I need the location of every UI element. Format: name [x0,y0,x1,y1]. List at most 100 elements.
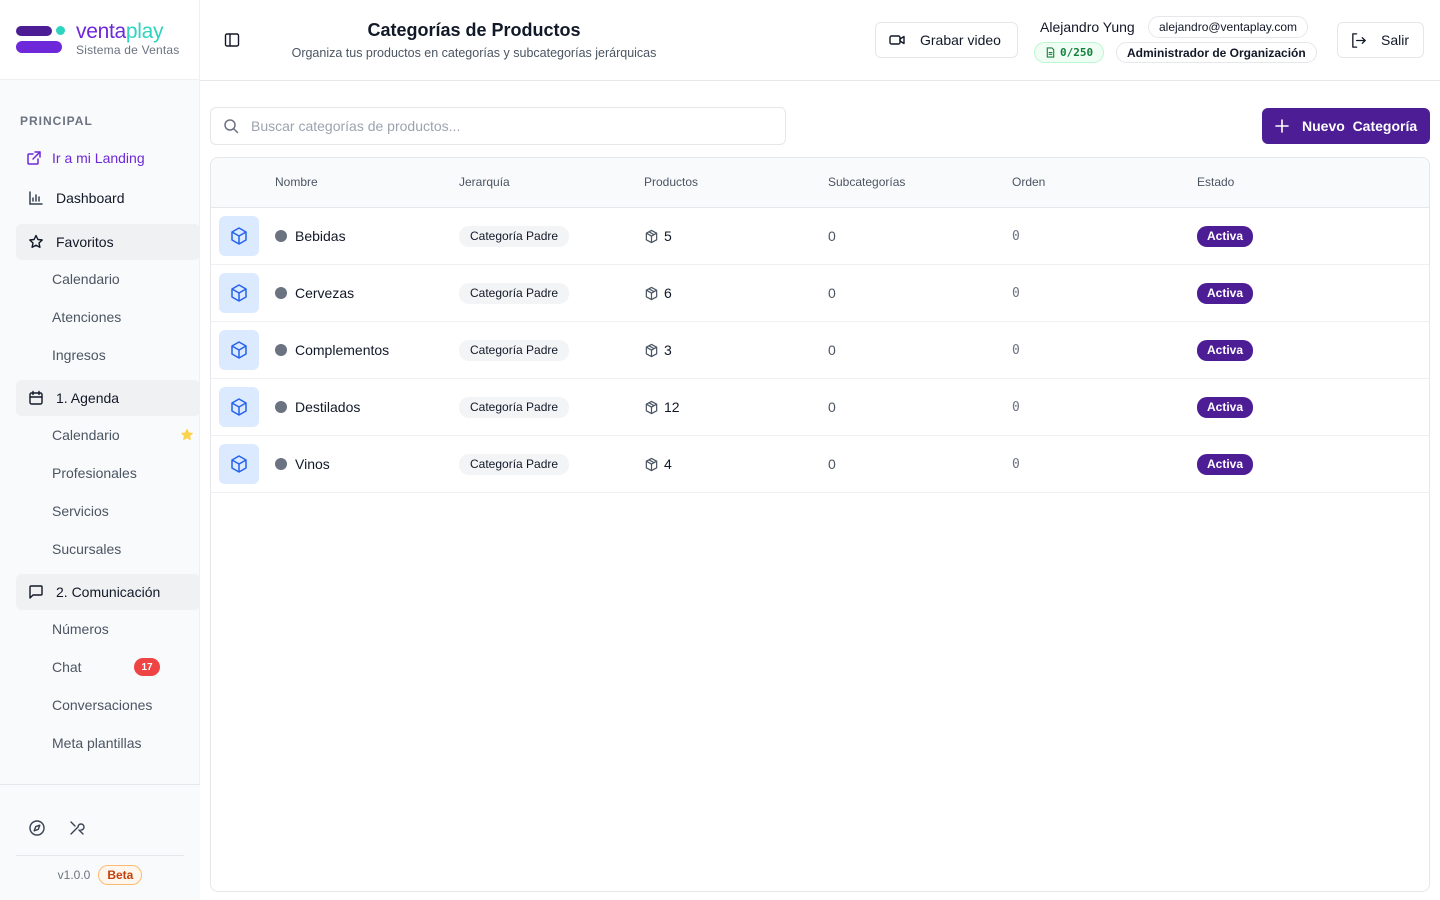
sidebar-group-favoritos[interactable]: Favoritos [16,224,200,260]
column-header-subcategorias[interactable]: Subcategorías [828,175,906,189]
sidebar-item-numeros[interactable]: Números [52,621,109,637]
column-header-nombre[interactable]: Nombre [275,175,318,189]
sidebar-group-label: 1. Agenda [56,390,120,406]
document-icon [1045,47,1056,58]
column-header-productos[interactable]: Productos [644,175,699,189]
subcategory-count: 0 [828,399,836,415]
box-icon [229,454,249,474]
order-value: 0 [1012,342,1020,358]
column-header-jerarquia[interactable]: Jerarquía [459,175,510,189]
category-icon [219,216,259,256]
search-field[interactable] [210,107,786,145]
chat-unread-badge: 17 [134,658,160,676]
hierarchy-badge: Categoría Padre [459,339,570,361]
tools-icon[interactable] [68,819,86,837]
sidebar-item-profesionales[interactable]: Profesionales [52,465,137,481]
page-title: Categorías de Productos [367,20,581,40]
package-icon [644,400,659,415]
sidebar-toggle-icon[interactable] [224,32,240,48]
category-name: Bebidas [295,228,346,244]
sidebar-item-fav-ingresos[interactable]: Ingresos [52,347,106,363]
category-name: Cervezas [295,285,355,301]
user-role-badge: Administrador de Organización [1116,42,1317,63]
sidebar-nav: PRINCIPAL Ir a mi Landing Dashboard Favo… [0,80,200,784]
record-video-button[interactable]: Grabar video [875,22,1018,58]
sidebar-group-comunicacion[interactable]: 2. Comunicación [16,574,200,610]
search-icon [223,118,239,134]
package-icon [644,286,659,301]
hierarchy-badge: Categoría Padre [459,453,570,475]
order-value: 0 [1012,285,1020,301]
categories-table: Nombre Jerarquía Productos Subcategorías… [210,157,1430,892]
sidebar-item-calendario[interactable]: Calendario [16,416,200,454]
hierarchy-badge: Categoría Padre [459,282,570,304]
sidebar-item-dashboard[interactable]: Dashboard [16,180,200,216]
user-email: alejandro@ventaplay.com [1148,16,1309,38]
sidebar-item-landing[interactable]: Ir a mi Landing [16,140,200,176]
status-badge: Activa [1197,396,1254,418]
sidebar-item-fav-atenciones[interactable]: Atenciones [52,309,122,325]
status-dot [275,287,287,299]
sidebar-item-servicios[interactable]: Servicios [52,503,109,519]
product-count: 12 [664,399,680,415]
table-body: Bebidas Categoría Padre 5 0 0 Activa Cer… [211,208,1429,493]
sidebar: ventaplay Sistema de Ventas PRINCIPAL Ir… [0,0,200,900]
subcategory-count: 0 [828,456,836,472]
column-header-estado[interactable]: Estado [1197,175,1235,189]
beta-badge: Beta [98,865,143,885]
package-icon [644,229,659,244]
order-value: 0 [1012,399,1020,415]
sidebar-item-meta-plantillas[interactable]: Meta plantillas [52,735,142,751]
sidebar-group-agenda[interactable]: 1. Agenda [16,380,200,416]
box-icon [229,226,249,246]
category-name: Complementos [295,342,390,358]
table-row[interactable]: Complementos Categoría Padre 3 0 0 Activ… [211,322,1429,379]
user-name: Alejandro Yung [1040,19,1135,35]
subcategory-count: 0 [828,342,836,358]
product-count: 6 [664,285,672,301]
package-icon [644,343,659,358]
logout-button[interactable]: Salir [1337,22,1424,58]
table-row[interactable]: Destilados Categoría Padre 12 0 0 Activa [211,379,1429,436]
logout-icon [1350,32,1367,49]
quota-badge: 0/250 [1034,42,1105,63]
status-dot [275,344,287,356]
sidebar-item-sucursales[interactable]: Sucursales [52,541,122,557]
sidebar-item-label: Ir a mi Landing [52,150,145,166]
box-icon [229,283,249,303]
favorite-star-icon[interactable] [180,428,194,442]
hierarchy-badge: Categoría Padre [459,396,570,418]
category-icon [219,444,259,484]
sidebar-item-fav-calendario[interactable]: Calendario [52,271,120,287]
sidebar-item-chat[interactable]: Chat 17 [16,648,200,686]
status-dot [275,230,287,242]
brand-name: ventaplay [76,20,164,43]
star-icon [28,234,44,250]
package-icon [644,457,659,472]
column-header-orden[interactable]: Orden [1012,175,1046,189]
status-badge: Activa [1197,339,1254,361]
compass-icon[interactable] [28,819,46,837]
search-input[interactable] [251,118,785,134]
calendar-icon [28,390,44,406]
table-row[interactable]: Vinos Categoría Padre 4 0 0 Activa [211,436,1429,493]
table-row[interactable]: Bebidas Categoría Padre 5 0 0 Activa [211,208,1429,265]
status-badge: Activa [1197,453,1254,475]
external-link-icon [26,150,42,166]
sidebar-item-conversaciones[interactable]: Conversaciones [52,697,153,713]
category-icon [219,273,259,313]
new-category-button[interactable]: Nuevo Categoría [1262,108,1430,144]
nav-section-label: PRINCIPAL [20,114,93,128]
category-icon [219,387,259,427]
brand-logo[interactable]: ventaplay Sistema de Ventas [0,0,199,80]
message-square-icon [28,584,44,600]
logo-icon [16,25,66,55]
category-name: Destilados [295,399,361,415]
video-camera-icon [888,31,906,49]
status-dot [275,401,287,413]
bar-chart-icon [28,190,44,206]
product-count: 3 [664,342,672,358]
status-badge: Activa [1197,225,1254,247]
table-row[interactable]: Cervezas Categoría Padre 6 0 0 Activa [211,265,1429,322]
subcategory-count: 0 [828,228,836,244]
